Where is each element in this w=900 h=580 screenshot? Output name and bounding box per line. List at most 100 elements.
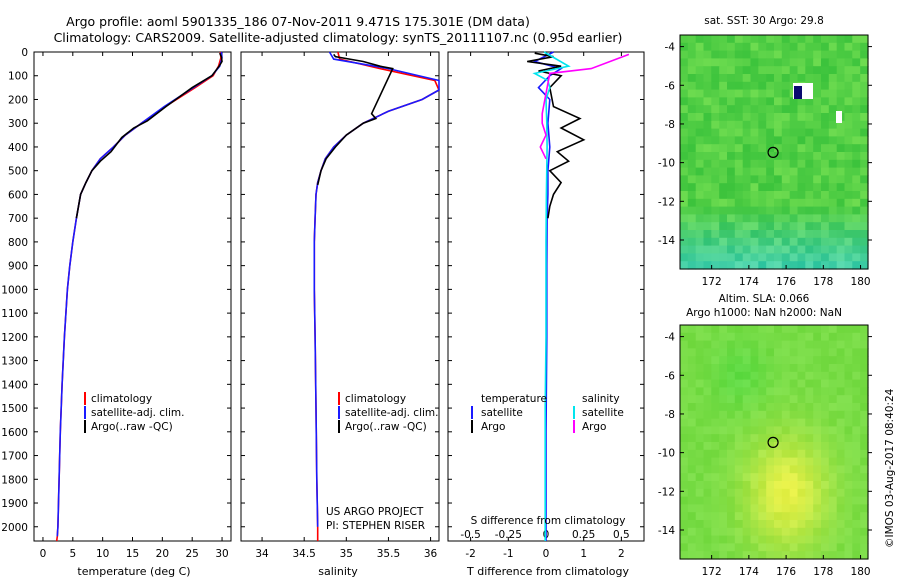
- map-cell: [813, 237, 822, 247]
- map-cell: [797, 214, 806, 223]
- map-cell: [711, 253, 720, 262]
- map-cell: [821, 496, 830, 505]
- x-tick-label: 35: [340, 548, 353, 560]
- map-cell: [734, 465, 744, 474]
- map-cell: [711, 442, 720, 451]
- difference-legend: temperature satellite Argo salinity sate…: [471, 393, 624, 433]
- map-cell: [797, 261, 806, 270]
- map-cell: [781, 473, 791, 482]
- map-cell: [844, 120, 853, 130]
- map-cell: [805, 105, 814, 114]
- map-cell: [711, 543, 720, 552]
- map-cell: [680, 136, 689, 145]
- map-cell: [695, 434, 705, 443]
- map-cell: [680, 50, 689, 59]
- map-cell: [844, 50, 853, 59]
- map-cell: [797, 206, 806, 215]
- map-cell: [781, 496, 791, 505]
- map-cell: [774, 465, 783, 474]
- map-cell: [781, 481, 791, 490]
- map-cell: [781, 348, 791, 357]
- map-cell: [750, 237, 759, 247]
- map-cell: [836, 325, 846, 334]
- series-line-satellite-adj-clim-: [313, 51, 440, 527]
- map-cell: [844, 222, 853, 231]
- map-cell: [734, 144, 744, 153]
- map-cell: [687, 42, 697, 52]
- map-cell: [805, 410, 814, 420]
- map-cell: [727, 364, 736, 373]
- map-cell: [687, 198, 697, 208]
- map-cell: [852, 152, 861, 161]
- map-cell: [836, 371, 846, 381]
- figure-title-line1: Argo profile: aoml 5901335_186 07-Nov-20…: [66, 14, 530, 29]
- map-cell: [797, 66, 806, 75]
- map-cell: [687, 356, 697, 365]
- legend-label-argo: Argo(..raw -QC): [345, 421, 427, 433]
- map-cell: [797, 340, 806, 349]
- map-cell: [680, 332, 689, 342]
- map-cell: [742, 113, 752, 122]
- map-cell: [750, 395, 759, 404]
- map-frame: [679, 324, 869, 560]
- map-cell: [719, 81, 728, 91]
- map-cell: [805, 512, 814, 521]
- map-cell: [813, 387, 822, 396]
- map-cell: [821, 512, 830, 521]
- map-cell: [836, 175, 846, 184]
- map-cell: [719, 120, 728, 130]
- map-cell: [781, 237, 791, 247]
- map-cell: [758, 120, 767, 130]
- map-cell: [844, 418, 853, 427]
- map-cell: [703, 488, 712, 498]
- map-cell: [828, 74, 838, 83]
- map-cell: [695, 473, 705, 482]
- map-cell: [781, 426, 791, 435]
- map-cell: [860, 504, 869, 513]
- map-cell: [774, 136, 783, 145]
- map-cell: [711, 214, 720, 223]
- map-cell: [844, 403, 853, 412]
- map-cell: [742, 418, 752, 427]
- map-cell: [703, 128, 712, 137]
- map-cell: [711, 222, 720, 231]
- difference-plot: -2 -1 0 1 2-0.5 -0.25 0 0.25 0.5: [460, 51, 630, 560]
- s-tick-label: 0.25: [572, 529, 595, 541]
- map-cell: [719, 128, 728, 137]
- map-cell: [758, 35, 767, 44]
- map-cell: [687, 175, 697, 184]
- map-cell: [797, 128, 806, 137]
- map-cell: [719, 159, 728, 169]
- map-cell: [805, 191, 814, 200]
- map-cell: [821, 167, 830, 176]
- map-cell: [766, 551, 775, 560]
- map-cell: [781, 81, 791, 91]
- map-cell: [836, 356, 846, 365]
- map-cell: [734, 481, 744, 490]
- cloud-gap: [836, 111, 842, 123]
- map-y-tick-label: -10: [658, 158, 675, 170]
- map-cell: [836, 191, 846, 200]
- map-cell: [687, 488, 697, 498]
- map-cell: [734, 159, 744, 169]
- map-cell: [797, 325, 806, 334]
- map-cell: [680, 105, 689, 114]
- map-cell: [828, 403, 838, 412]
- map-cell: [687, 348, 697, 357]
- map-cell: [766, 183, 775, 192]
- map-cell: [719, 512, 728, 521]
- map-cell: [828, 543, 838, 552]
- map-cell: [680, 379, 689, 388]
- map-cell: [813, 543, 822, 552]
- map-cell: [805, 481, 814, 490]
- map-cell: [695, 128, 705, 137]
- map-cell: [789, 332, 799, 342]
- x-tick-label: 10: [96, 548, 109, 560]
- map-cell: [687, 551, 697, 560]
- map-cell: [734, 371, 744, 381]
- map-cell: [828, 512, 838, 521]
- map-cell: [821, 356, 830, 365]
- map-cell: [742, 120, 752, 130]
- map-cell: [828, 191, 838, 200]
- map-cell: [805, 387, 814, 396]
